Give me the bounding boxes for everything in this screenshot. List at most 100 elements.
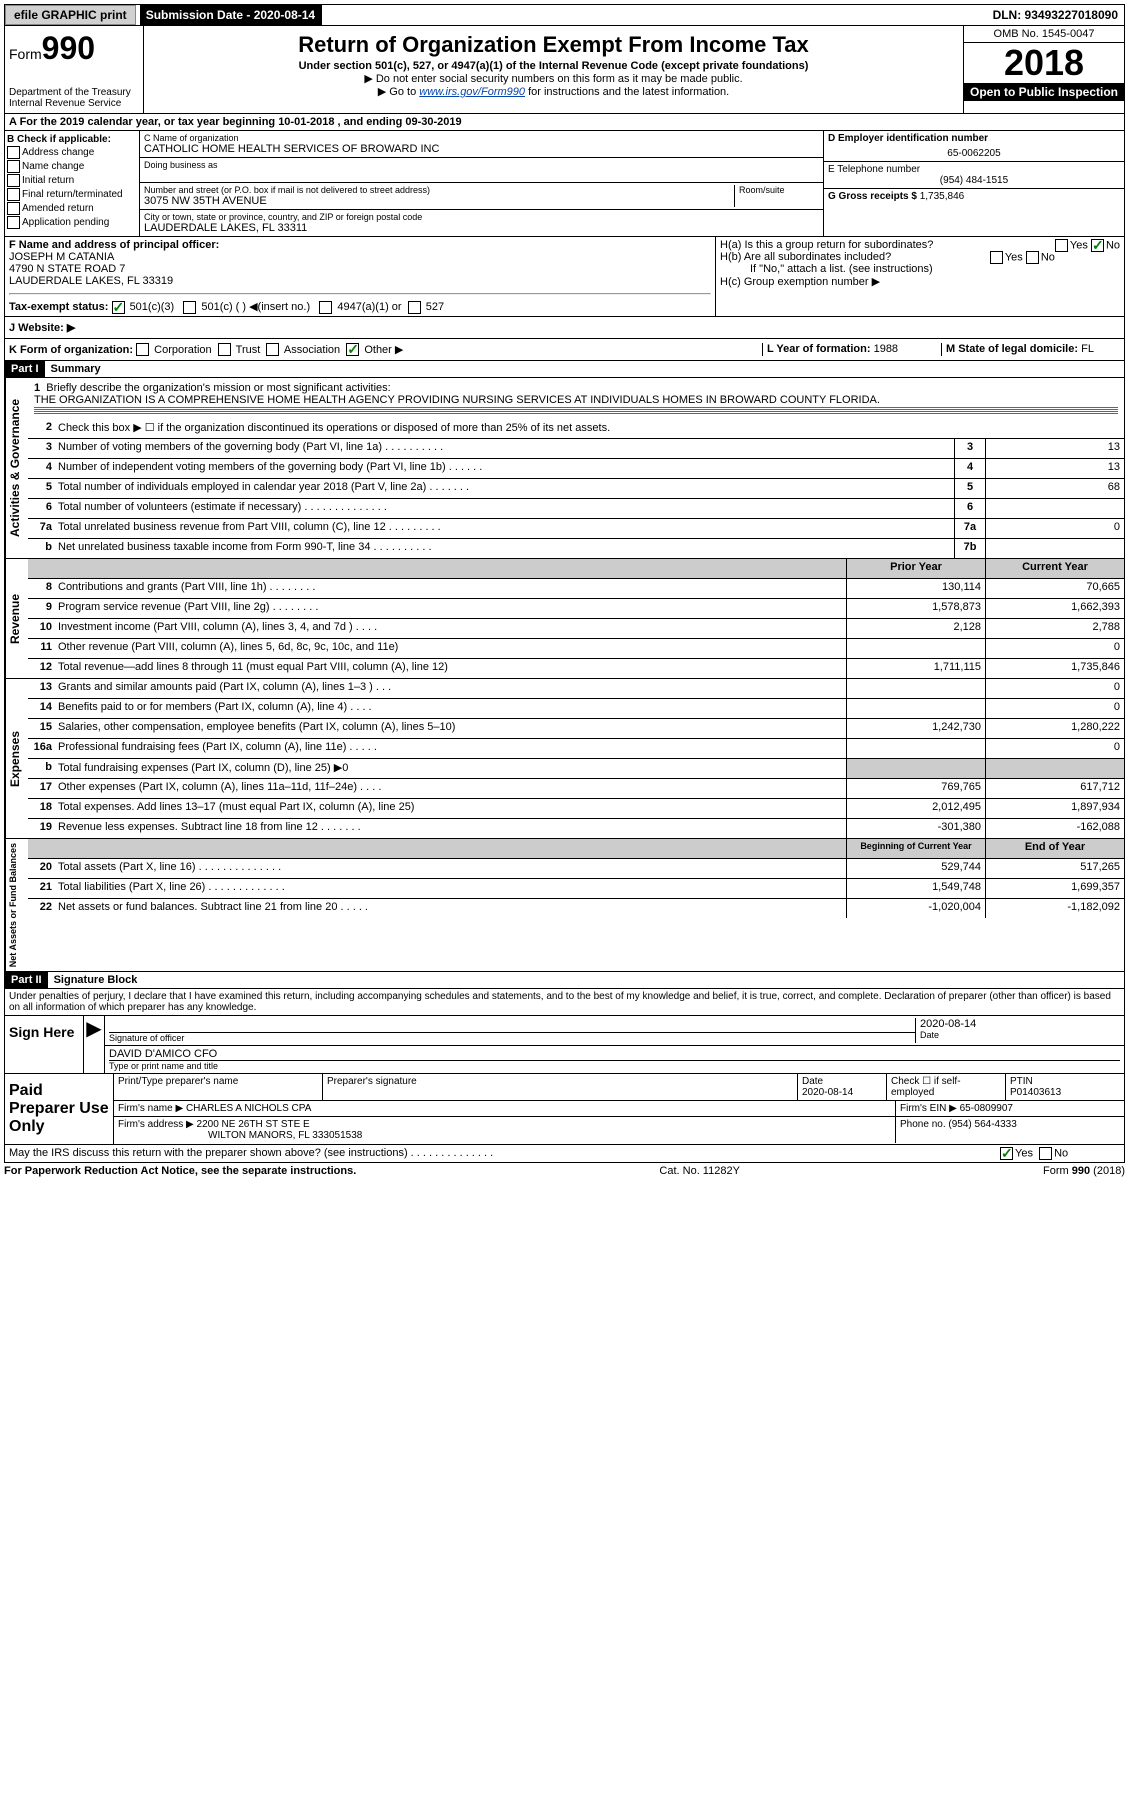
gross-label: G Gross receipts $ <box>828 191 917 202</box>
l19p: -301,380 <box>846 819 985 838</box>
527-label: 527 <box>426 301 444 313</box>
may-irs-no-checkbox[interactable] <box>1039 1147 1052 1160</box>
firm-addr2: WILTON MANORS, FL 333051538 <box>208 1130 362 1141</box>
l18p: 2,012,495 <box>846 799 985 818</box>
l20p: 529,744 <box>846 859 985 878</box>
tax-year: 2018 <box>964 43 1124 83</box>
l15p: 1,242,730 <box>846 719 985 738</box>
4947-checkbox[interactable] <box>319 301 332 314</box>
l9-desc: Program service revenue (Part VIII, line… <box>54 599 846 618</box>
addr-change-label: Address change <box>22 147 94 158</box>
officer-name-value: DAVID D'AMICO CFO <box>109 1048 1120 1060</box>
netassets-section: Net Assets or Fund Balances Beginning of… <box>4 839 1125 972</box>
l14c: 0 <box>985 699 1124 718</box>
room-label: Room/suite <box>739 185 819 195</box>
final-return-label: Final return/terminated <box>22 189 123 200</box>
l17-desc: Other expenses (Part IX, column (A), lin… <box>54 779 846 798</box>
l7b-val <box>985 539 1124 558</box>
l16a-desc: Professional fundraising fees (Part IX, … <box>54 739 846 758</box>
netassets-side-label: Net Assets or Fund Balances <box>5 839 28 971</box>
part-2-title: Signature Block <box>48 972 144 988</box>
assoc-checkbox[interactable] <box>266 343 279 356</box>
dba-label: Doing business as <box>144 160 819 170</box>
hb-yes-label: Yes <box>1005 251 1023 263</box>
app-pending-checkbox[interactable] <box>7 216 20 229</box>
prior-year-header: Prior Year <box>846 559 985 578</box>
l13c: 0 <box>985 679 1124 698</box>
prep-sig-label: Preparer's signature <box>323 1074 798 1100</box>
527-checkbox[interactable] <box>408 301 421 314</box>
row-j: J Website: ▶ <box>4 317 1125 339</box>
preparer-block: Paid Preparer Use Only Print/Type prepar… <box>4 1074 1125 1145</box>
gross-value: 1,735,846 <box>920 191 965 202</box>
mission-text: THE ORGANIZATION IS A COMPREHENSIVE HOME… <box>34 394 1118 406</box>
l17c: 617,712 <box>985 779 1124 798</box>
m-label: M State of legal domicile: <box>946 343 1078 355</box>
l17p: 769,765 <box>846 779 985 798</box>
firm-name: CHARLES A NICHOLS CPA <box>186 1103 311 1114</box>
corp-checkbox[interactable] <box>136 343 149 356</box>
efile-print-button[interactable]: efile GRAPHIC print <box>5 5 136 25</box>
4947-label: 4947(a)(1) or <box>337 301 401 313</box>
l1-desc: Briefly describe the organization's miss… <box>46 382 390 394</box>
l6-desc: Total number of volunteers (estimate if … <box>54 499 954 518</box>
ha-yes-checkbox[interactable] <box>1055 239 1068 252</box>
501c-checkbox[interactable] <box>183 301 196 314</box>
addr-change-checkbox[interactable] <box>7 146 20 159</box>
footer-mid: Cat. No. 11282Y <box>659 1165 740 1177</box>
other-label: Other ▶ <box>364 344 403 356</box>
submission-date: Submission Date - 2020-08-14 <box>140 5 322 25</box>
l11p <box>846 639 985 658</box>
trust-checkbox[interactable] <box>218 343 231 356</box>
final-return-checkbox[interactable] <box>7 188 20 201</box>
signature-block: Under penalties of perjury, I declare th… <box>4 989 1125 1074</box>
name-change-label: Name change <box>22 161 84 172</box>
501c3-checkbox[interactable] <box>112 301 125 314</box>
sig-officer-label: Signature of officer <box>109 1033 915 1043</box>
other-checkbox[interactable] <box>346 343 359 356</box>
ha-label: H(a) Is this a group return for subordin… <box>720 239 933 251</box>
hb-no-checkbox[interactable] <box>1026 251 1039 264</box>
org-name: CATHOLIC HOME HEALTH SERVICES OF BROWARD… <box>144 143 819 155</box>
part-2-header: Part II Signature Block <box>4 972 1125 989</box>
officer-name-label: Type or print name and title <box>109 1060 1120 1071</box>
amended-return-label: Amended return <box>22 203 94 214</box>
activities-side-label: Activities & Governance <box>5 378 28 558</box>
l18c: 1,897,934 <box>985 799 1124 818</box>
ha-no-label: No <box>1106 239 1120 251</box>
may-irs-yes-checkbox[interactable] <box>1000 1147 1013 1160</box>
col-d-ein: D Employer identification number 65-0062… <box>823 131 1124 236</box>
l3-val: 13 <box>985 439 1124 458</box>
section-bcd: B Check if applicable: Address change Na… <box>4 131 1125 237</box>
ha-no-checkbox[interactable] <box>1091 239 1104 252</box>
l9p: 1,578,873 <box>846 599 985 618</box>
header-left: Form990 Department of the Treasury Inter… <box>5 26 144 113</box>
end-year-header: End of Year <box>985 839 1124 858</box>
footer-left: For Paperwork Reduction Act Notice, see … <box>4 1165 356 1177</box>
form990-link[interactable]: www.irs.gov/Form990 <box>419 86 525 98</box>
ptin-label: PTIN <box>1010 1076 1033 1087</box>
firm-addr-label: Firm's address ▶ <box>118 1119 194 1130</box>
l5-desc: Total number of individuals employed in … <box>54 479 954 498</box>
l4-desc: Number of independent voting members of … <box>54 459 954 478</box>
l13-desc: Grants and similar amounts paid (Part IX… <box>54 679 846 698</box>
l5-val: 68 <box>985 479 1124 498</box>
l7a-val: 0 <box>985 519 1124 538</box>
trust-label: Trust <box>236 344 261 356</box>
initial-return-checkbox[interactable] <box>7 174 20 187</box>
col-c-org: C Name of organization CATHOLIC HOME HEA… <box>140 131 823 236</box>
amended-return-checkbox[interactable] <box>7 202 20 215</box>
assoc-label: Association <box>284 344 340 356</box>
f-label: F Name and address of principal officer: <box>9 239 711 251</box>
l11-desc: Other revenue (Part VIII, column (A), li… <box>54 639 846 658</box>
omb-number: OMB No. 1545-0047 <box>964 26 1124 43</box>
row-a-tax-year: A For the 2019 calendar year, or tax yea… <box>4 114 1125 131</box>
hb-yes-checkbox[interactable] <box>990 251 1003 264</box>
form-title: Return of Organization Exempt From Incom… <box>148 32 959 58</box>
form-header: Form990 Department of the Treasury Inter… <box>4 26 1125 114</box>
name-change-checkbox[interactable] <box>7 160 20 173</box>
l21-desc: Total liabilities (Part X, line 26) . . … <box>54 879 846 898</box>
top-bar: efile GRAPHIC print Submission Date - 20… <box>4 4 1125 26</box>
l22-desc: Net assets or fund balances. Subtract li… <box>54 899 846 918</box>
hb-no-label: No <box>1041 251 1055 263</box>
